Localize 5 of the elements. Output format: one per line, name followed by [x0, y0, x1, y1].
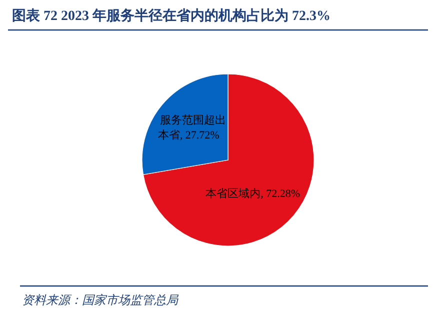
text: 资料来源：国家市场监管总局	[22, 293, 179, 307]
slice-label: 服务范围超出本省, 27.72%	[158, 113, 226, 142]
pie-slice	[142, 74, 314, 246]
chart-title: 图表 72 2023 年服务半径在省内的机构占比为 72.3%	[12, 8, 330, 24]
slice-label: 本省区域内, 72.28%	[206, 187, 300, 200]
